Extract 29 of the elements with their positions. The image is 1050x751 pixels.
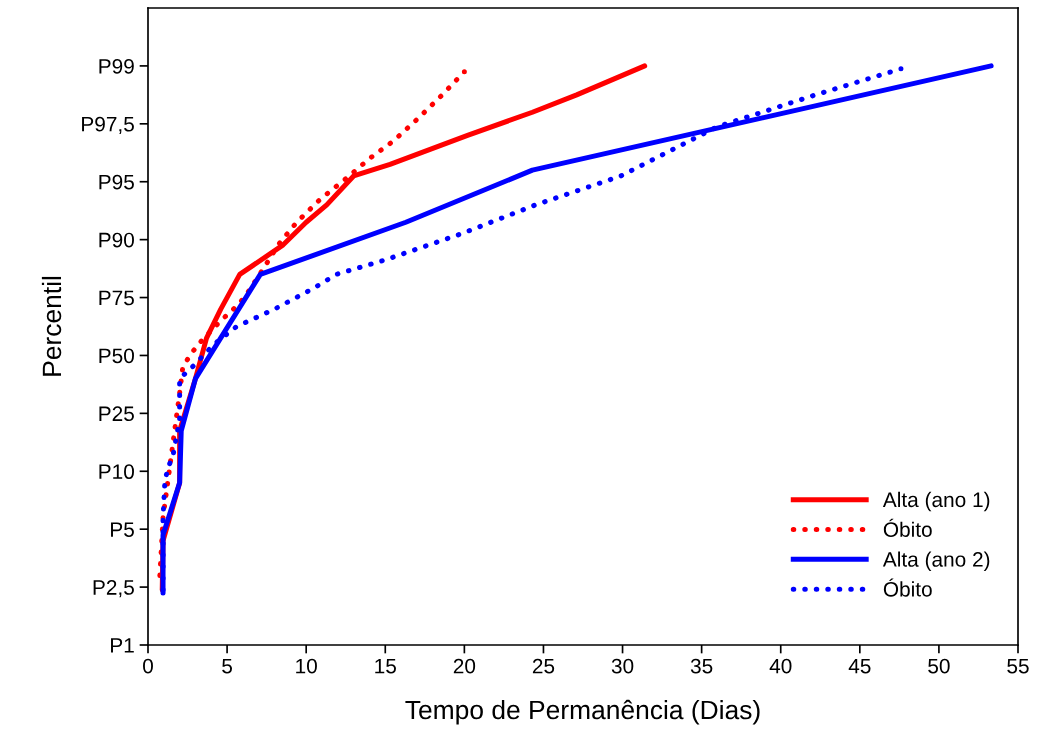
category-label: P1 <box>111 638 134 653</box>
legend-label: Óbito <box>883 578 932 597</box>
legend-label: Óbito <box>883 518 932 537</box>
x-tick-label: 30 <box>611 658 634 674</box>
x-tick-label: 55 <box>1007 658 1029 674</box>
x-axis-title: Tempo de Permanência (Dias) <box>405 699 760 725</box>
category-label: P5 <box>111 522 134 537</box>
legend-label: Alta (ano 2) <box>882 551 990 571</box>
x-tick-label: 20 <box>453 658 476 674</box>
legend-label: Alta (ano 1) <box>882 491 990 512</box>
category-label: P90 <box>99 232 134 248</box>
category-label: P10 <box>99 464 134 480</box>
x-tick-label: 35 <box>690 658 713 674</box>
category-label: P50 <box>99 348 134 364</box>
category-label: P97,5 <box>82 116 134 135</box>
x-tick-label: 5 <box>222 658 233 674</box>
category-label: P75 <box>99 290 134 306</box>
x-tick-label: 15 <box>375 658 396 674</box>
category-label: P99 <box>99 58 134 74</box>
x-tick-label: 50 <box>928 658 950 674</box>
x-tick-label: 40 <box>769 658 792 674</box>
category-label: P2,5 <box>93 580 134 598</box>
category-label: P25 <box>99 406 134 422</box>
x-tick-label: 0 <box>143 658 153 674</box>
y-axis-title: Percentil <box>41 276 62 376</box>
x-tick-label: 10 <box>296 658 317 674</box>
category-label: P95 <box>99 174 134 190</box>
x-tick-label: 25 <box>532 658 555 674</box>
x-tick-label: 45 <box>848 658 871 674</box>
